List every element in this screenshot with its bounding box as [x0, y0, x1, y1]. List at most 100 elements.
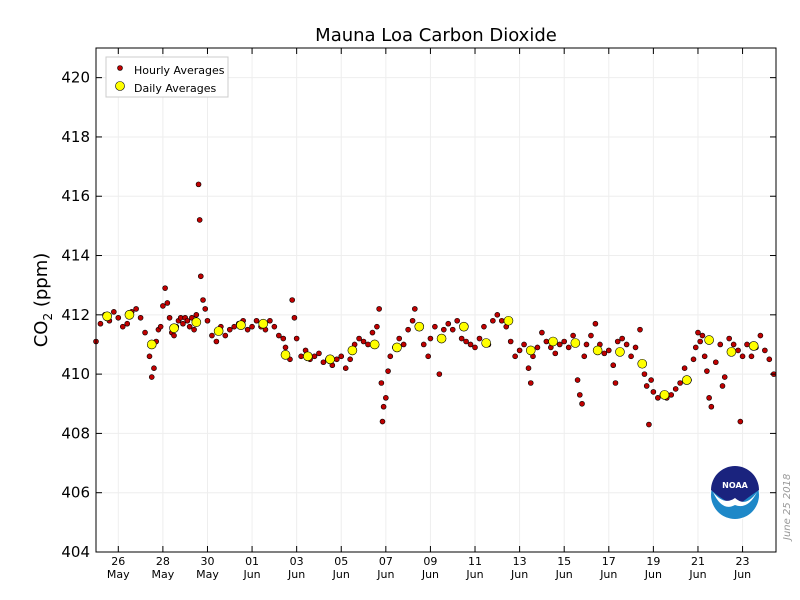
hourly-point — [467, 341, 474, 348]
hourly-point — [762, 347, 768, 354]
hourly-point — [195, 181, 202, 188]
legend: Hourly Averages Daily Averages — [105, 56, 229, 98]
hourly-point — [396, 335, 403, 342]
hourly-point — [737, 418, 744, 425]
hourly-point — [253, 317, 260, 324]
hourly-point — [650, 389, 657, 395]
hourly-point — [692, 344, 699, 351]
hourly-point — [646, 421, 652, 428]
x-tick-month: Jun — [376, 568, 394, 581]
x-tick-day: 21 — [691, 555, 705, 568]
hourly-point — [610, 362, 617, 369]
hourly-point — [574, 377, 581, 383]
x-tick-month: Jun — [644, 568, 662, 581]
daily-point — [726, 347, 737, 357]
hourly-point — [378, 380, 385, 386]
y-tick-label: 414 — [61, 247, 90, 265]
x-tick-month: Jun — [599, 568, 617, 581]
x-axis: 26May28May30May01Jun03Jun05Jun07Jun09Jun… — [107, 48, 751, 581]
hourly-point — [379, 418, 386, 425]
date-credit: June 25 2018 — [782, 474, 793, 542]
y-tick-label: 406 — [61, 484, 90, 502]
daily-point — [146, 339, 157, 350]
y-tick-label: 412 — [61, 306, 90, 324]
y-tick-label: 420 — [61, 69, 90, 87]
x-tick-month: Jun — [242, 568, 260, 581]
y-tick-label: 416 — [61, 187, 90, 205]
hourly-point — [142, 329, 148, 336]
hourly-point — [420, 341, 427, 348]
hourly-point — [735, 347, 741, 354]
daily-point — [570, 338, 581, 348]
hourly-point — [498, 317, 505, 324]
x-tick-day: 13 — [513, 555, 527, 568]
y-tick-label: 410 — [61, 365, 90, 383]
hourly-point — [521, 341, 527, 348]
x-tick-month: May — [196, 568, 219, 581]
hourly-point — [333, 356, 340, 363]
hourly-point — [369, 329, 376, 336]
hourly-point — [111, 309, 117, 315]
hourly-point — [527, 380, 534, 386]
legend-hourly-label: Hourly Averages — [134, 64, 225, 77]
hourly-point — [588, 332, 594, 339]
hourly-point — [115, 314, 122, 321]
daily-point — [659, 390, 670, 400]
hourly-point — [191, 326, 197, 333]
hourly-point — [552, 350, 559, 357]
hourly-point — [412, 306, 418, 312]
hourly-point — [271, 323, 278, 330]
chart-title: Mauna Loa Carbon Dioxide — [315, 25, 557, 46]
hourly-point — [164, 300, 171, 306]
x-tick-month: Jun — [688, 568, 706, 581]
daily-point — [325, 354, 335, 365]
hourly-point — [481, 323, 487, 330]
hourly-point — [697, 338, 703, 345]
hourly-point — [385, 368, 391, 374]
hourly-point — [713, 359, 719, 366]
daily-point — [459, 321, 469, 332]
hourly-point — [592, 320, 599, 327]
hourly-point — [180, 320, 186, 327]
hourly-point — [432, 323, 438, 330]
hourly-point — [507, 338, 514, 345]
hourly-point — [672, 386, 679, 392]
daily-series — [102, 310, 759, 400]
hourly-point — [267, 317, 273, 324]
logo-bird — [713, 492, 757, 507]
hourly-point — [293, 335, 300, 342]
y-tick-label: 418 — [61, 128, 90, 146]
logo-sky — [711, 466, 759, 504]
x-tick-month: Jun — [465, 568, 483, 581]
daily-point — [102, 311, 112, 322]
hourly-point — [565, 344, 572, 351]
hourly-point — [133, 306, 139, 312]
x-tick-month: May — [107, 568, 130, 581]
hourly-point — [298, 353, 304, 360]
hourly-point — [160, 303, 166, 309]
legend-box — [105, 56, 229, 98]
hourly-point — [699, 332, 706, 339]
x-tick-day: 01 — [245, 555, 259, 568]
noaa-logo-icon: NOAA — [710, 466, 760, 520]
hourly-point — [655, 395, 661, 401]
hourly-point — [151, 365, 157, 371]
hourly-point — [360, 338, 367, 345]
hourly-point — [436, 371, 443, 377]
hourly-point — [405, 326, 411, 333]
hourly-point — [605, 347, 612, 354]
hourly-point — [157, 323, 164, 330]
daily-point — [481, 338, 491, 348]
hourly-point — [494, 312, 501, 318]
hourly-point — [184, 317, 191, 324]
daily-point — [303, 351, 313, 362]
hourly-point — [427, 335, 434, 342]
daily-point — [191, 317, 202, 328]
hourly-point — [148, 374, 155, 380]
hourly-point — [614, 338, 621, 345]
hourly-point — [342, 365, 349, 371]
hourly-point — [706, 395, 712, 401]
daily-point — [548, 336, 558, 347]
hourly-point — [209, 332, 215, 339]
